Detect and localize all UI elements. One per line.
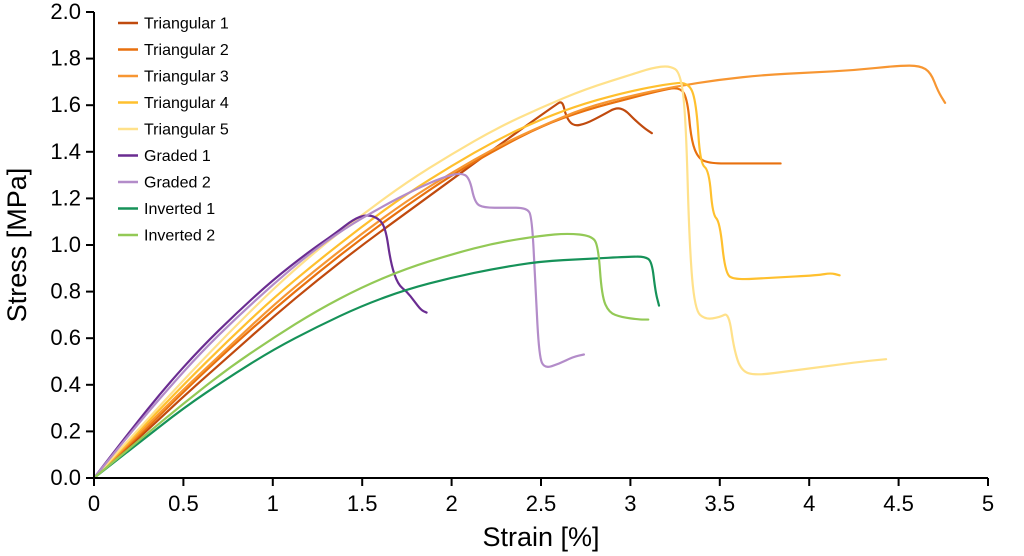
- x-tick-label: 3: [624, 491, 636, 516]
- legend-item-graded-1: Graded 1: [118, 148, 211, 165]
- series-line-triangular-2: [92, 87, 782, 480]
- y-tick-label: 1.6: [50, 92, 81, 117]
- x-tick-label: 4: [803, 491, 815, 516]
- y-tick-label: 0.0: [50, 465, 81, 490]
- legend-label: Triangular 4: [144, 95, 229, 112]
- legend-item-triangular-5: Triangular 5: [118, 122, 229, 139]
- legend-item-triangular-1: Triangular 1: [118, 16, 229, 33]
- series-line-triangular-3: [92, 64, 947, 480]
- y-tick-label: 0.6: [50, 325, 81, 350]
- series-line-triangular-4: [92, 81, 841, 480]
- x-tick-label: 2: [445, 491, 457, 516]
- x-tick-label: 3.5: [705, 491, 736, 516]
- y-tick-label: 0.4: [50, 372, 81, 397]
- y-tick-label: 2.0: [50, 0, 81, 24]
- series-line-graded-2: [92, 172, 586, 480]
- x-tick-label: 1.5: [347, 491, 378, 516]
- legend-label: Graded 1: [144, 148, 211, 165]
- legend-item-inverted-2: Inverted 2: [118, 228, 215, 245]
- legend-label: Triangular 5: [144, 122, 229, 139]
- y-axis-title: Stress [MPa]: [2, 168, 32, 323]
- legend-label: Triangular 1: [144, 16, 229, 33]
- series-line-triangular-5: [92, 65, 888, 480]
- legend-item-triangular-4: Triangular 4: [118, 95, 229, 112]
- legend: Triangular 1 Triangular 2 Triangular 3 Tria…: [118, 16, 229, 245]
- legend-label: Triangular 2: [144, 42, 229, 59]
- x-tick-label: 0.5: [168, 491, 199, 516]
- series-line-inverted-2: [92, 232, 650, 480]
- y-tick-label: 1.4: [50, 139, 81, 164]
- series-line-triangular-1: [92, 101, 653, 480]
- x-tick-label: 2.5: [526, 491, 557, 516]
- x-tick-label: 1: [267, 491, 279, 516]
- x-tick-label: 4.5: [883, 491, 914, 516]
- x-tick-label: 5: [982, 491, 994, 516]
- legend-item-triangular-3: Triangular 3: [118, 69, 229, 86]
- y-tick-label: 0.2: [50, 418, 81, 443]
- legend-item-inverted-1: Inverted 1: [118, 201, 215, 218]
- y-tick-label: 1.8: [50, 46, 81, 71]
- axis-layer: 0.0 0.2 0.4 0.6 0.8 1.0 1.2 1.4 1.6 1.8 2.0 0 0.5 1 1.…: [50, 0, 994, 516]
- x-axis-title: Strain [%]: [482, 522, 599, 552]
- legend-label: Inverted 1: [144, 201, 215, 218]
- y-tick-label: 0.8: [50, 279, 81, 304]
- y-tick-label: 1.0: [50, 232, 81, 257]
- legend-item-graded-2: Graded 2: [118, 175, 211, 192]
- legend-label: Triangular 3: [144, 69, 229, 86]
- legend-label: Graded 2: [144, 175, 211, 192]
- series-line-inverted-1: [92, 255, 661, 480]
- legend-item-triangular-2: Triangular 2: [118, 42, 229, 59]
- y-tick-label: 1.2: [50, 185, 81, 210]
- x-tick-label: 0: [88, 491, 100, 516]
- series-layer: [92, 64, 947, 480]
- legend-label: Inverted 2: [144, 228, 215, 245]
